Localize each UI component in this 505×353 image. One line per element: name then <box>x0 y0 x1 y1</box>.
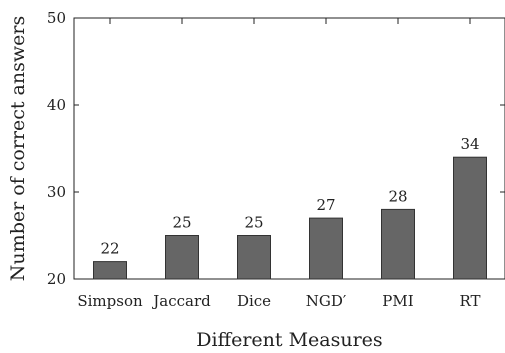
x-tick-label: NGD′ <box>306 292 347 310</box>
bars <box>93 156 487 280</box>
y-tick-label: 50 <box>47 9 66 27</box>
data-label: 27 <box>316 196 335 214</box>
bar-4 <box>381 208 415 280</box>
x-axis-ticks: Simpson Jaccard Dice NGD′ PMI RT <box>77 18 481 310</box>
y-tick-label: 20 <box>47 270 66 288</box>
y-tick-label: 30 <box>47 183 66 201</box>
x-tick-label: Simpson <box>77 292 143 310</box>
bar-2 <box>237 235 271 280</box>
x-axis-title: Different Measures <box>196 329 382 351</box>
plot-frame <box>73 17 505 280</box>
x-tick-label: RT <box>459 292 480 310</box>
data-label: 34 <box>460 135 479 153</box>
data-label: 25 <box>172 214 191 232</box>
data-labels: 22 25 25 27 28 34 <box>100 135 479 257</box>
x-tick-label: PMI <box>382 292 413 310</box>
bar-0 <box>93 261 127 280</box>
bar-1 <box>165 235 199 280</box>
plot-border <box>73 17 505 280</box>
bar-5 <box>453 156 487 280</box>
bar-3 <box>309 217 343 280</box>
x-tick-label: Dice <box>237 292 271 310</box>
y-tick-label: 40 <box>47 96 66 114</box>
x-tick-label: Jaccard <box>151 292 211 310</box>
data-label: 28 <box>388 187 407 205</box>
y-axis-title: Number of correct answers <box>7 16 29 281</box>
data-label: 22 <box>100 240 119 258</box>
y-axis-ticks: 20 30 40 50 <box>47 9 505 288</box>
data-label: 25 <box>244 214 263 232</box>
